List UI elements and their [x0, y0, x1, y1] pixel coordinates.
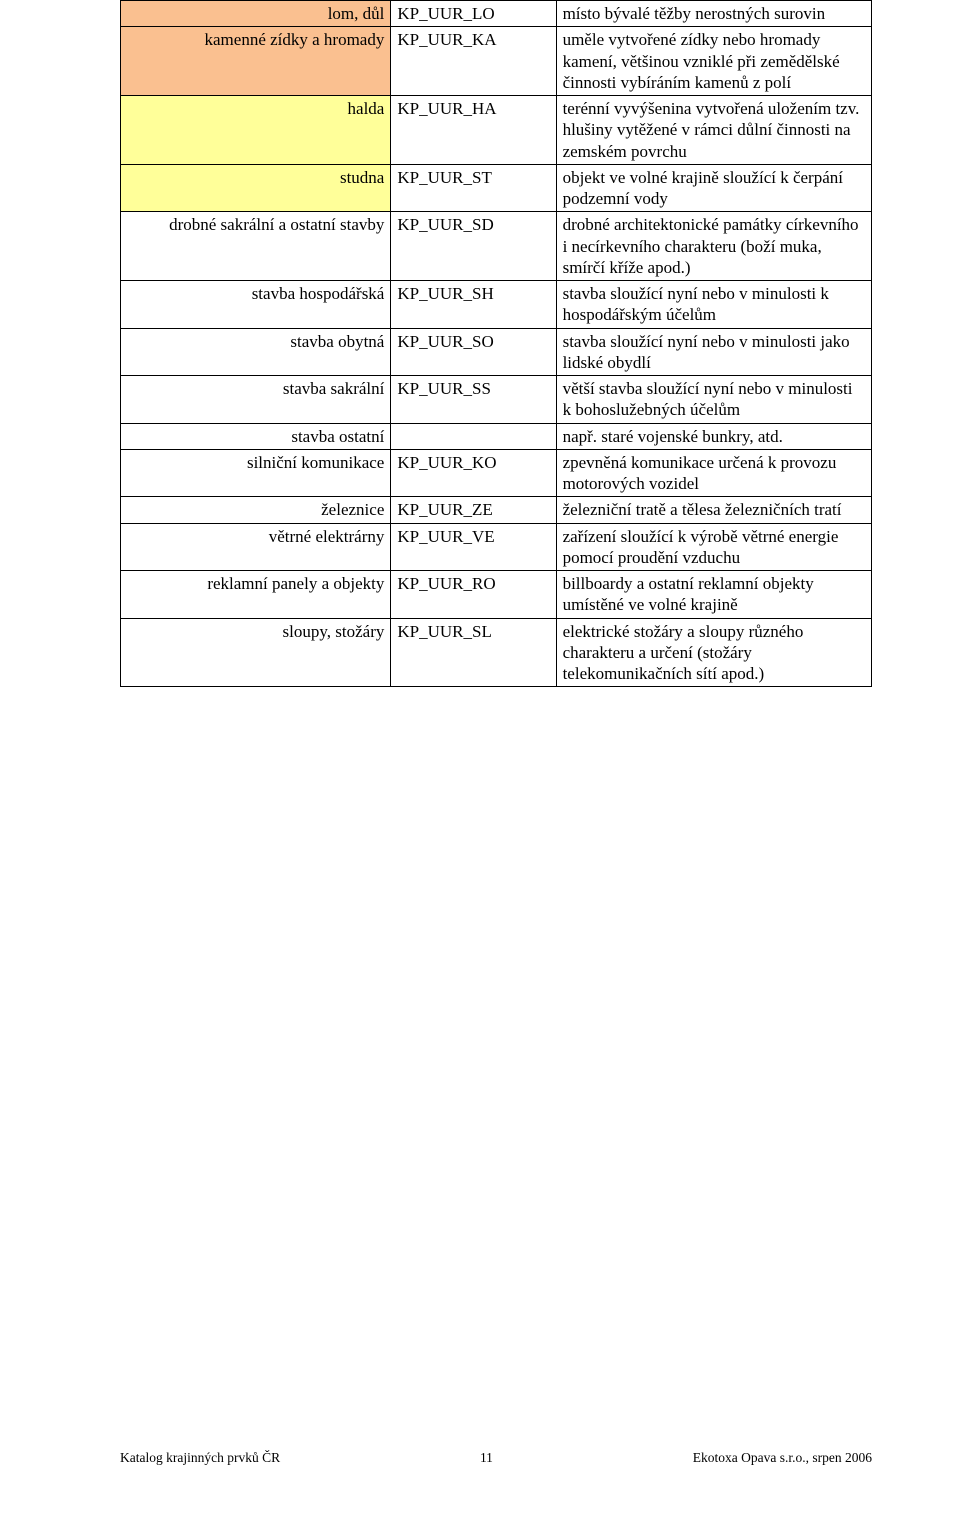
row-description: billboardy a ostatní reklamní objekty um…	[556, 571, 871, 619]
row-code	[391, 423, 556, 449]
row-code: KP_UUR_ZE	[391, 497, 556, 523]
table-row: kamenné zídky a hromadyKP_UUR_KAuměle vy…	[121, 27, 872, 96]
table-row: lom, důlKP_UUR_LOmísto bývalé těžby nero…	[121, 1, 872, 27]
table-row: drobné sakrální a ostatní stavbyKP_UUR_S…	[121, 212, 872, 281]
row-name: halda	[121, 96, 391, 165]
row-description: objekt ve volné krajině sloužící k čerpá…	[556, 164, 871, 212]
table-row: silniční komunikaceKP_UUR_KOzpevněná kom…	[121, 449, 872, 497]
row-name: stavba ostatní	[121, 423, 391, 449]
row-name: reklamní panely a objekty	[121, 571, 391, 619]
table-row: stavba hospodářskáKP_UUR_SHstavba slouží…	[121, 281, 872, 329]
row-description: zařízení sloužící k výrobě větrné energi…	[556, 523, 871, 571]
row-description: větší stavba sloužící nyní nebo v minulo…	[556, 376, 871, 424]
row-code: KP_UUR_SD	[391, 212, 556, 281]
row-description: železniční tratě a tělesa železničních t…	[556, 497, 871, 523]
row-name: větrné elektrárny	[121, 523, 391, 571]
row-description: stavba sloužící nyní nebo v minulosti ja…	[556, 328, 871, 376]
row-code: KP_UUR_RO	[391, 571, 556, 619]
row-name: drobné sakrální a ostatní stavby	[121, 212, 391, 281]
row-code: KP_UUR_ST	[391, 164, 556, 212]
row-name: železnice	[121, 497, 391, 523]
row-name: sloupy, stožáry	[121, 618, 391, 687]
row-description: terénní vyvýšenina vytvořená uložením tz…	[556, 96, 871, 165]
row-name: kamenné zídky a hromady	[121, 27, 391, 96]
row-description: elektrické stožáry a sloupy různého char…	[556, 618, 871, 687]
row-code: KP_UUR_KA	[391, 27, 556, 96]
row-name: stavba obytná	[121, 328, 391, 376]
footer-left: Katalog krajinných prvků ČR	[120, 1450, 280, 1466]
row-description: např. staré vojenské bunkry, atd.	[556, 423, 871, 449]
row-code: KP_UUR_SH	[391, 281, 556, 329]
row-name: stavba sakrální	[121, 376, 391, 424]
row-name: silniční komunikace	[121, 449, 391, 497]
table-row: stavba ostatní např. staré vojenské bunkr…	[121, 423, 872, 449]
row-description: místo bývalé těžby nerostných surovin	[556, 1, 871, 27]
row-description: drobné architektonické památky církevníh…	[556, 212, 871, 281]
table-row: stavba sakrálníKP_UUR_SSvětší stavba slo…	[121, 376, 872, 424]
row-name: lom, důl	[121, 1, 391, 27]
code-table: lom, důlKP_UUR_LOmísto bývalé těžby nero…	[120, 0, 872, 687]
row-description: stavba sloužící nyní nebo v minulosti k …	[556, 281, 871, 329]
table-row: reklamní panely a objektyKP_UUR_RObillbo…	[121, 571, 872, 619]
row-description: uměle vytvořené zídky nebo hromady kamen…	[556, 27, 871, 96]
row-code: KP_UUR_VE	[391, 523, 556, 571]
table-row: větrné elektrárnyKP_UUR_VEzařízení slouž…	[121, 523, 872, 571]
row-code: KP_UUR_SL	[391, 618, 556, 687]
row-code: KP_UUR_LO	[391, 1, 556, 27]
table-row: studnaKP_UUR_STobjekt ve volné krajině s…	[121, 164, 872, 212]
footer-page-number: 11	[480, 1450, 493, 1466]
footer-right: Ekotoxa Opava s.r.o., srpen 2006	[693, 1450, 872, 1466]
table-row: stavba obytnáKP_UUR_SOstavba sloužící ny…	[121, 328, 872, 376]
row-name: studna	[121, 164, 391, 212]
row-description: zpevněná komunikace určená k provozu mot…	[556, 449, 871, 497]
table-row: železniceKP_UUR_ZEželezniční tratě a těl…	[121, 497, 872, 523]
code-table-body: lom, důlKP_UUR_LOmísto bývalé těžby nero…	[121, 1, 872, 687]
row-code: KP_UUR_HA	[391, 96, 556, 165]
row-name: stavba hospodářská	[121, 281, 391, 329]
page-footer: Katalog krajinných prvků ČR 11 Ekotoxa O…	[120, 1450, 872, 1466]
table-row: haldaKP_UUR_HAterénní vyvýšenina vytvoře…	[121, 96, 872, 165]
table-row: sloupy, stožáryKP_UUR_SLelektrické stožá…	[121, 618, 872, 687]
row-code: KP_UUR_SS	[391, 376, 556, 424]
row-code: KP_UUR_KO	[391, 449, 556, 497]
row-code: KP_UUR_SO	[391, 328, 556, 376]
